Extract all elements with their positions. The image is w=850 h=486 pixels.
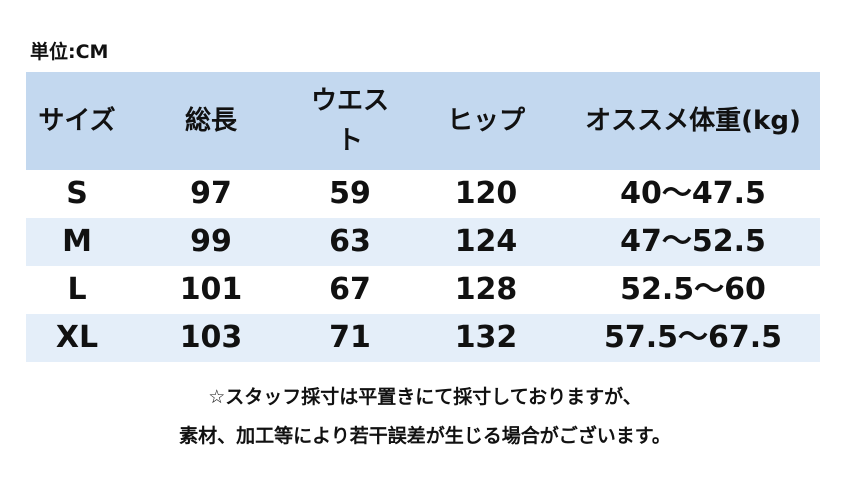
- cell-waist: 63: [329, 224, 371, 259]
- cell-weight: 52.5～60: [620, 272, 766, 307]
- header-hip: ヒップ: [446, 106, 525, 136]
- table-row: L 101 67 128 52.5～60: [26, 266, 820, 314]
- cell-waist: 71: [329, 320, 371, 355]
- header-size: サイズ: [38, 106, 116, 136]
- header-waist: ウエスト: [310, 86, 389, 156]
- cell-size: XL: [55, 320, 99, 355]
- size-chart-table: サイズ 総長 ウエスト ヒップ オススメ体重(kg) S 97 59 120 4…: [26, 72, 820, 362]
- cell-weight: 47～52.5: [620, 224, 766, 259]
- table-row: M 99 63 124 47～52.5: [26, 218, 820, 266]
- header-weight: オススメ体重(kg): [585, 106, 801, 136]
- cell-size: S: [66, 176, 88, 211]
- cell-hip: 132: [454, 320, 518, 355]
- measurement-note-line-2: 素材、加工等により若干誤差が生じる場合がございます。: [179, 425, 671, 447]
- cell-length: 97: [190, 176, 232, 211]
- table-header-row: サイズ 総長 ウエスト ヒップ オススメ体重(kg): [26, 72, 820, 170]
- cell-weight: 40～47.5: [620, 176, 766, 211]
- header-length: 総長: [184, 106, 237, 136]
- cell-length: 101: [179, 272, 243, 307]
- cell-size: M: [62, 224, 92, 259]
- cell-weight: 57.5～67.5: [603, 320, 783, 355]
- cell-waist: 67: [329, 272, 371, 307]
- table-row: XL 103 71 132 57.5～67.5: [26, 314, 820, 362]
- unit-label: 単位:CM: [30, 41, 109, 63]
- cell-length: 99: [190, 224, 232, 259]
- cell-hip: 128: [454, 272, 518, 307]
- cell-length: 103: [179, 320, 243, 355]
- measurement-note-line-1: ☆スタッフ採寸は平置きにて採寸しておりますが、: [208, 386, 642, 408]
- cell-waist: 59: [329, 176, 371, 211]
- cell-hip: 120: [454, 176, 518, 211]
- cell-hip: 124: [454, 224, 518, 259]
- cell-size: L: [67, 272, 87, 307]
- table-row: S 97 59 120 40～47.5: [26, 170, 820, 218]
